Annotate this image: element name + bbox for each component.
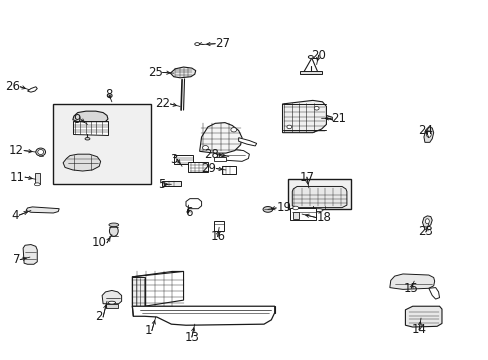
Ellipse shape [263,207,272,212]
Polygon shape [199,123,242,153]
Text: 26: 26 [5,80,20,93]
Ellipse shape [108,301,115,304]
Polygon shape [132,277,144,306]
Text: 10: 10 [92,236,107,249]
Text: 7: 7 [13,253,20,266]
Ellipse shape [426,131,430,137]
Ellipse shape [85,138,90,140]
Ellipse shape [109,223,119,226]
Text: 8: 8 [105,88,112,101]
Text: 14: 14 [411,323,426,336]
Polygon shape [422,216,431,227]
Polygon shape [73,111,108,123]
Ellipse shape [34,183,40,186]
Text: 24: 24 [418,124,432,137]
Text: 5: 5 [157,178,164,191]
Bar [105,305,118,308]
Bar [188,162,207,172]
Bar [214,221,224,231]
Ellipse shape [425,219,428,224]
Polygon shape [428,288,439,299]
Ellipse shape [308,55,313,58]
Bar [292,212,298,219]
Bar [299,71,321,74]
Text: 16: 16 [210,230,224,243]
Polygon shape [23,244,37,264]
Ellipse shape [194,42,199,45]
Polygon shape [27,87,37,92]
Text: 12: 12 [9,144,24,157]
Polygon shape [26,207,59,213]
Text: 3: 3 [169,153,177,166]
Polygon shape [63,154,101,171]
Ellipse shape [314,209,323,212]
Text: 21: 21 [330,112,346,125]
Text: 15: 15 [403,282,418,295]
Bar [161,181,181,186]
Bar [35,173,40,184]
Text: 17: 17 [299,171,314,184]
Ellipse shape [38,149,43,154]
Text: 4: 4 [12,209,19,222]
Text: 28: 28 [204,148,219,161]
Text: 25: 25 [147,66,162,79]
Polygon shape [132,271,183,306]
Ellipse shape [286,125,291,129]
Polygon shape [170,67,195,78]
Text: 6: 6 [184,207,192,220]
Text: 29: 29 [201,162,216,175]
Bar [221,166,236,174]
Text: 1: 1 [144,324,152,337]
Polygon shape [423,127,433,142]
Polygon shape [132,306,274,325]
Polygon shape [389,274,434,289]
Ellipse shape [36,148,45,156]
Text: 2: 2 [95,310,103,324]
Text: 27: 27 [215,37,230,50]
Ellipse shape [202,145,208,150]
Bar [214,157,226,161]
Bar [174,155,192,164]
Ellipse shape [109,226,118,236]
Bar [289,208,316,220]
Text: 23: 23 [418,225,432,238]
Text: 19: 19 [276,202,290,215]
Polygon shape [73,121,108,135]
Text: 18: 18 [316,211,331,224]
Text: 13: 13 [184,330,199,343]
Text: 9: 9 [74,113,81,126]
Polygon shape [102,291,122,304]
Polygon shape [405,306,441,327]
Polygon shape [185,199,201,209]
Ellipse shape [230,128,236,132]
Polygon shape [282,100,326,133]
FancyBboxPatch shape [53,104,151,184]
Text: 20: 20 [310,49,325,62]
Polygon shape [292,186,346,208]
Ellipse shape [292,206,298,210]
Ellipse shape [314,107,319,110]
Polygon shape [219,148,249,161]
Text: 11: 11 [10,171,25,184]
Polygon shape [238,138,256,146]
FancyBboxPatch shape [288,179,350,210]
Text: 22: 22 [155,98,170,111]
